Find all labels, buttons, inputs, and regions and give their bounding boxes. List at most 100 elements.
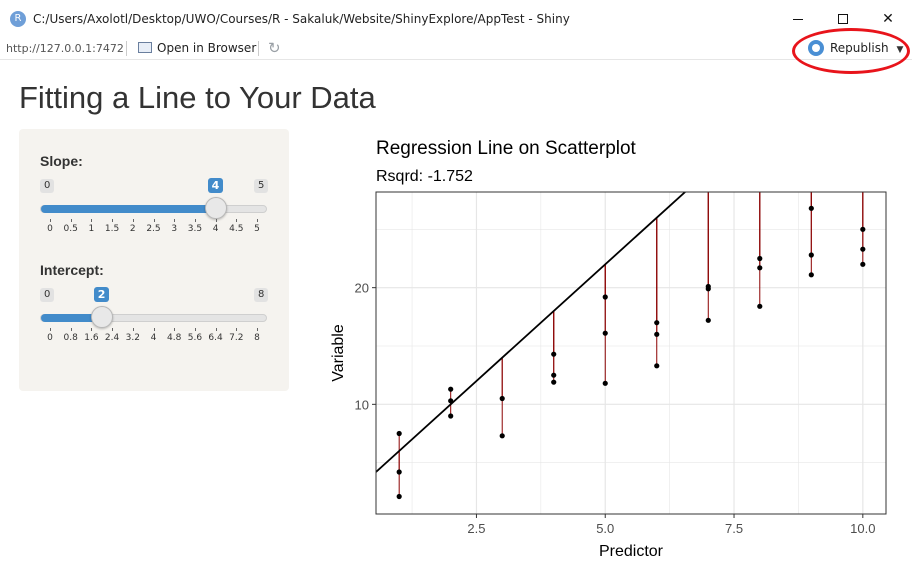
open-in-browser-label: Open in Browser	[157, 41, 257, 55]
data-point	[551, 351, 557, 357]
slope-tick-label: 0.5	[63, 224, 78, 234]
data-point	[757, 255, 763, 262]
intercept-tick-mark	[257, 328, 258, 331]
data-point	[499, 433, 505, 439]
refresh-icon[interactable]: ↻	[268, 39, 281, 57]
intercept-slider-track[interactable]	[40, 314, 267, 322]
slope-slider-fill	[41, 205, 217, 213]
data-point	[448, 413, 454, 419]
page-title: Fitting a Line to Your Data	[19, 80, 376, 115]
intercept-min-label: 0	[40, 288, 55, 302]
intercept-tick-mark	[174, 328, 176, 331]
intercept-tick-label: 1.6	[84, 333, 99, 343]
maximize-button[interactable]	[828, 6, 858, 32]
intercept-tick-mark	[91, 328, 93, 331]
data-point	[602, 294, 608, 300]
x-tick-label: 5.0	[596, 521, 614, 536]
publish-icon	[808, 40, 824, 56]
intercept-tick-scale: 0 0.8 1.6 2.4 3.2 4 4.8 5.6 6.4 7.2 8	[40, 328, 267, 344]
slope-tick-mark	[236, 219, 238, 222]
data-point	[860, 246, 866, 252]
slope-tick-mark	[153, 219, 155, 222]
close-button[interactable]: ✕	[873, 6, 903, 32]
slope-tick-label: 1.5	[104, 224, 120, 234]
republish-label: Republish	[830, 41, 889, 55]
data-point	[396, 493, 402, 500]
intercept-tick-label: 5.6	[187, 333, 203, 343]
x-tick-label: 10.0	[850, 521, 875, 536]
data-point	[396, 430, 402, 437]
toolbar-divider	[258, 41, 259, 56]
regression-chart-svg: Regression Line on Scatterplot Rsqrd: -1…	[330, 138, 887, 560]
r-app-icon: R	[10, 11, 26, 27]
intercept-tick-mark	[112, 328, 114, 331]
slope-tick-mark	[215, 219, 217, 222]
slope-max-label: 5	[254, 179, 269, 193]
data-point	[499, 395, 505, 402]
y-axis-label: Variable	[330, 324, 347, 382]
slope-tick-scale: 0 0.5 1 1.5 2 2.5 3 3.5 4 4.5 5	[40, 219, 267, 235]
intercept-tick-label: 6.4	[208, 333, 223, 343]
intercept-tick-label: 8	[254, 333, 260, 343]
data-point	[808, 205, 814, 211]
sidebar-panel: Slope: 0 5 4 0 0.5 1 1.5 2 2.5 3 3.5 4 4.5 5 Inter…	[19, 129, 289, 391]
intercept-slider-fill	[41, 314, 103, 322]
data-point	[808, 272, 814, 278]
data-point	[551, 372, 557, 378]
slope-tick-label: 3	[171, 224, 178, 234]
slope-tick-mark	[91, 219, 93, 222]
data-point	[757, 303, 763, 309]
slope-tick-mark	[132, 219, 134, 222]
slope-tick-mark	[194, 219, 196, 222]
data-point	[448, 398, 454, 404]
intercept-label: Intercept:	[40, 262, 104, 278]
chevron-down-icon[interactable]: ▼	[896, 45, 904, 55]
republish-button[interactable]: Republish ▼	[808, 40, 903, 56]
data-point	[654, 363, 660, 369]
intercept-tick-label: 3.2	[125, 333, 140, 343]
x-axis-label: Predictor	[599, 543, 664, 560]
intercept-slider-handle[interactable]	[90, 306, 113, 328]
data-point	[396, 469, 402, 475]
data-point	[448, 386, 454, 392]
y-tick-label: 10	[355, 397, 369, 412]
url-text: http://127.0.0.1:7472	[6, 42, 124, 55]
intercept-tick-label: 7.2	[229, 333, 244, 343]
chart-title: Regression Line on Scatterplot	[376, 138, 637, 159]
data-point	[705, 317, 711, 323]
intercept-value-badge: 2	[93, 287, 110, 302]
slope-tick-label: 0	[47, 224, 53, 234]
intercept-tick-mark	[215, 328, 217, 331]
x-axis: 2.5 5.0 7.5 10.0	[467, 514, 875, 536]
intercept-tick-mark	[236, 328, 238, 331]
slope-tick-label: 5	[254, 224, 260, 234]
y-axis: 10 20	[355, 281, 376, 412]
intercept-tick-label: 0.8	[63, 333, 78, 343]
slope-slider-track[interactable]	[40, 205, 267, 213]
regression-line-group	[376, 192, 687, 473]
data-point	[860, 226, 866, 232]
slope-slider-handle[interactable]	[204, 197, 227, 219]
residual-lines	[398, 192, 864, 497]
intercept-tick-label: 2.4	[104, 333, 120, 343]
intercept-tick-label: 4	[150, 333, 157, 343]
slope-tick-label: 2	[129, 224, 136, 234]
title-bar: R C:/Users/Axolotl/Desktop/UWO/Courses/R…	[0, 0, 912, 38]
slope-tick-mark	[257, 219, 258, 222]
regression-plot: Regression Line on Scatterplot Rsqrd: -1…	[326, 128, 906, 568]
open-in-browser-button[interactable]: Open in Browser	[138, 41, 256, 55]
data-point	[705, 286, 711, 292]
data-point	[551, 379, 557, 385]
data-points	[396, 205, 866, 500]
slope-tick-mark	[174, 219, 176, 222]
chart-subtitle: Rsqrd: -1.752	[376, 168, 473, 185]
minimize-button[interactable]	[783, 6, 813, 32]
maximize-icon	[838, 14, 848, 24]
minimize-icon	[793, 18, 803, 20]
slope-value-badge: 4	[207, 178, 224, 193]
x-tick-label: 2.5	[467, 521, 485, 536]
x-tick-label: 7.5	[725, 521, 743, 536]
intercept-tick-mark	[50, 328, 51, 331]
viewer-toolbar: http://127.0.0.1:7472 Open in Browser ↻ …	[0, 38, 912, 60]
